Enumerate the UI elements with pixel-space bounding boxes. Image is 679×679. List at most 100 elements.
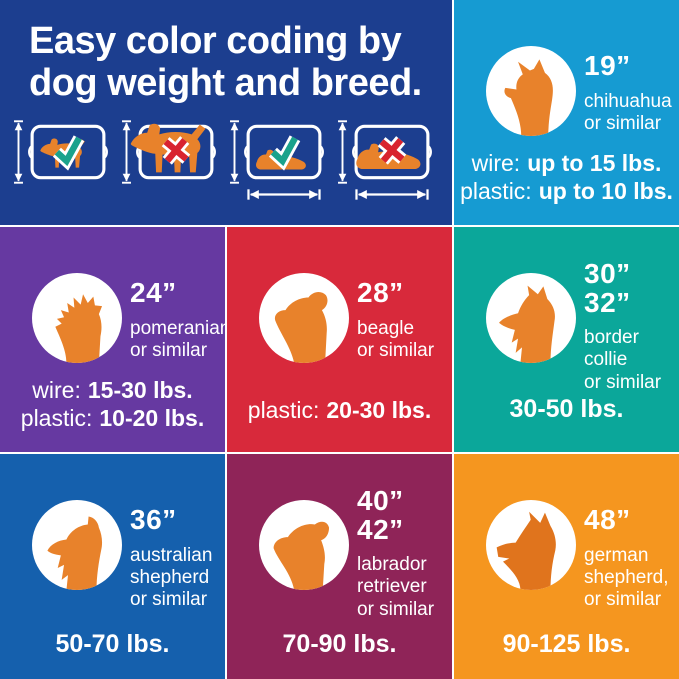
panel-chihuahua: 19” chihuahua or similar wire: up to 15 l… [454, 0, 679, 225]
breed-line: retriever [357, 576, 427, 598]
crate-size: 19” [584, 50, 631, 81]
check-icon [52, 135, 85, 171]
breed-line: or similar [130, 339, 208, 361]
breed-name: labrador retriever or similar [357, 554, 434, 621]
weight-info: 50-70 lbs. [0, 629, 225, 660]
weight-label: plastic: [460, 178, 532, 205]
breed-name: chihuahua or similar [584, 91, 672, 135]
width-arrow-icon [247, 189, 321, 200]
breed-circle [486, 500, 576, 590]
panel-german-shepherd: 48” german shepherd, or similar 90-125 l… [454, 454, 679, 679]
panel-labrador-retriever: 40” 42” labrador retriever or similar 70… [227, 454, 452, 679]
weight-value: 30-50 lbs. [509, 394, 624, 423]
breed-name: german shepherd, or similar [584, 545, 669, 612]
weight-info: wire: 15-30 lbs. plastic: 10-20 lbs. [0, 376, 225, 434]
weight-line: 30-50 lbs. [454, 394, 679, 425]
border-collie-icon [498, 285, 555, 363]
pomeranian-icon [54, 294, 102, 363]
crate-wrap [130, 120, 216, 184]
panel-beagle: 28” beagle or similar plastic: 20-30 lbs. [227, 227, 452, 452]
page-title: Easy color coding by dog weight and bree… [29, 20, 422, 105]
crate-icon [352, 124, 432, 180]
x-icon [377, 136, 407, 165]
weight-label: plastic: [247, 397, 320, 424]
breed-line: collie [584, 349, 628, 371]
weight-value: 70-90 lbs. [282, 629, 397, 658]
breed-line: shepherd, [584, 566, 669, 588]
crate-stack [130, 120, 216, 184]
breed-line: or similar [357, 598, 435, 620]
breed-circle [32, 500, 122, 590]
panel-australian-shepherd: 36” australian shepherd or similar 50-70… [0, 454, 225, 679]
height-arrow-icon [230, 120, 239, 184]
crate-size: 28” [357, 277, 404, 308]
breed-info: 28” beagle or similar [357, 277, 434, 362]
x-icon [161, 136, 191, 165]
crate-stack [28, 120, 108, 184]
weight-line: plastic: 10-20 lbs. [0, 404, 225, 433]
breed-circle [259, 273, 349, 363]
crate-size: 30” [584, 258, 631, 289]
breed-line: or similar [584, 588, 662, 610]
breed-info: 48” german shepherd, or similar [584, 504, 669, 612]
check-icon [268, 135, 301, 171]
height-arrow-icon [14, 120, 23, 184]
labrador-retriever-icon [273, 521, 329, 590]
legend-standing-dog-too-big [120, 120, 216, 184]
crate-size: 42” [357, 513, 404, 545]
weight-info: 90-125 lbs. [454, 629, 679, 660]
weight-line: 50-70 lbs. [0, 629, 225, 660]
height-arrow-icon [338, 120, 347, 184]
breed-name: pomeranian or similar [130, 318, 225, 362]
weight-value: 90-125 lbs. [502, 629, 631, 658]
crate-wrap [352, 120, 432, 184]
panel-pomeranian: 24” pomeranian or similar wire: 15-30 lbs… [0, 227, 225, 452]
weight-label: plastic: [20, 405, 93, 432]
weight-info: wire: up to 15 lbs. plastic: up to 10 lbs. [454, 149, 679, 207]
breed-line: german [584, 544, 649, 566]
width-arrow-icon [355, 189, 429, 200]
breed-line: shepherd [130, 566, 210, 588]
crate-wrap [244, 120, 324, 184]
crate-size: 48” [584, 504, 631, 535]
weight-line: 70-90 lbs. [227, 629, 452, 660]
breed-name: beagle or similar [357, 318, 434, 362]
breed-line: australian [130, 544, 213, 566]
legend-lying-dog-too-big [336, 120, 432, 201]
breed-circle [32, 273, 122, 363]
weight-value: 20-30 lbs. [326, 397, 432, 424]
weight-value: 50-70 lbs. [55, 629, 170, 658]
weight-line: wire: up to 15 lbs. [454, 149, 679, 178]
crate-stack [352, 120, 432, 201]
beagle-icon [274, 291, 327, 363]
breed-line: or similar [357, 339, 435, 361]
crate-size: 32” [584, 286, 631, 318]
weight-value: up to 10 lbs. [538, 178, 673, 205]
breed-line: border [584, 327, 639, 349]
legend-standing-dog-fits [12, 120, 108, 184]
weight-label: wire: [32, 376, 81, 403]
breed-circle [486, 46, 576, 136]
breed-name: australian shepherd or similar [130, 545, 212, 612]
breed-info: 24” pomeranian or similar [130, 278, 225, 362]
weight-label: wire: [471, 149, 521, 176]
weight-info: 70-90 lbs. [227, 629, 452, 660]
weight-line: plastic: 20-30 lbs. [227, 396, 452, 425]
title-line-2: dog weight and breed. [29, 61, 422, 104]
header-panel: Easy color coding by dog weight and bree… [0, 0, 452, 225]
breed-info: 40” 42” labrador retriever or similar [357, 485, 434, 621]
breed-info: 19” chihuahua or similar [584, 50, 672, 135]
crate-fit-legend [12, 120, 444, 201]
australian-shepherd-icon [46, 516, 102, 590]
breed-line: pomeranian [130, 317, 225, 339]
weight-value: 10-20 lbs. [99, 405, 205, 432]
title-line-1: Easy color coding by [29, 20, 402, 62]
weight-value: up to 15 lbs. [527, 149, 662, 176]
breed-info: 36” australian shepherd or similar [130, 505, 212, 612]
weight-line: plastic: up to 10 lbs. [454, 177, 679, 206]
breed-line: or similar [584, 371, 662, 393]
breed-info: 30” 32” border collie or similar [584, 258, 661, 394]
crate-size: 40” [357, 485, 404, 516]
breed-name: border collie or similar [584, 327, 661, 394]
